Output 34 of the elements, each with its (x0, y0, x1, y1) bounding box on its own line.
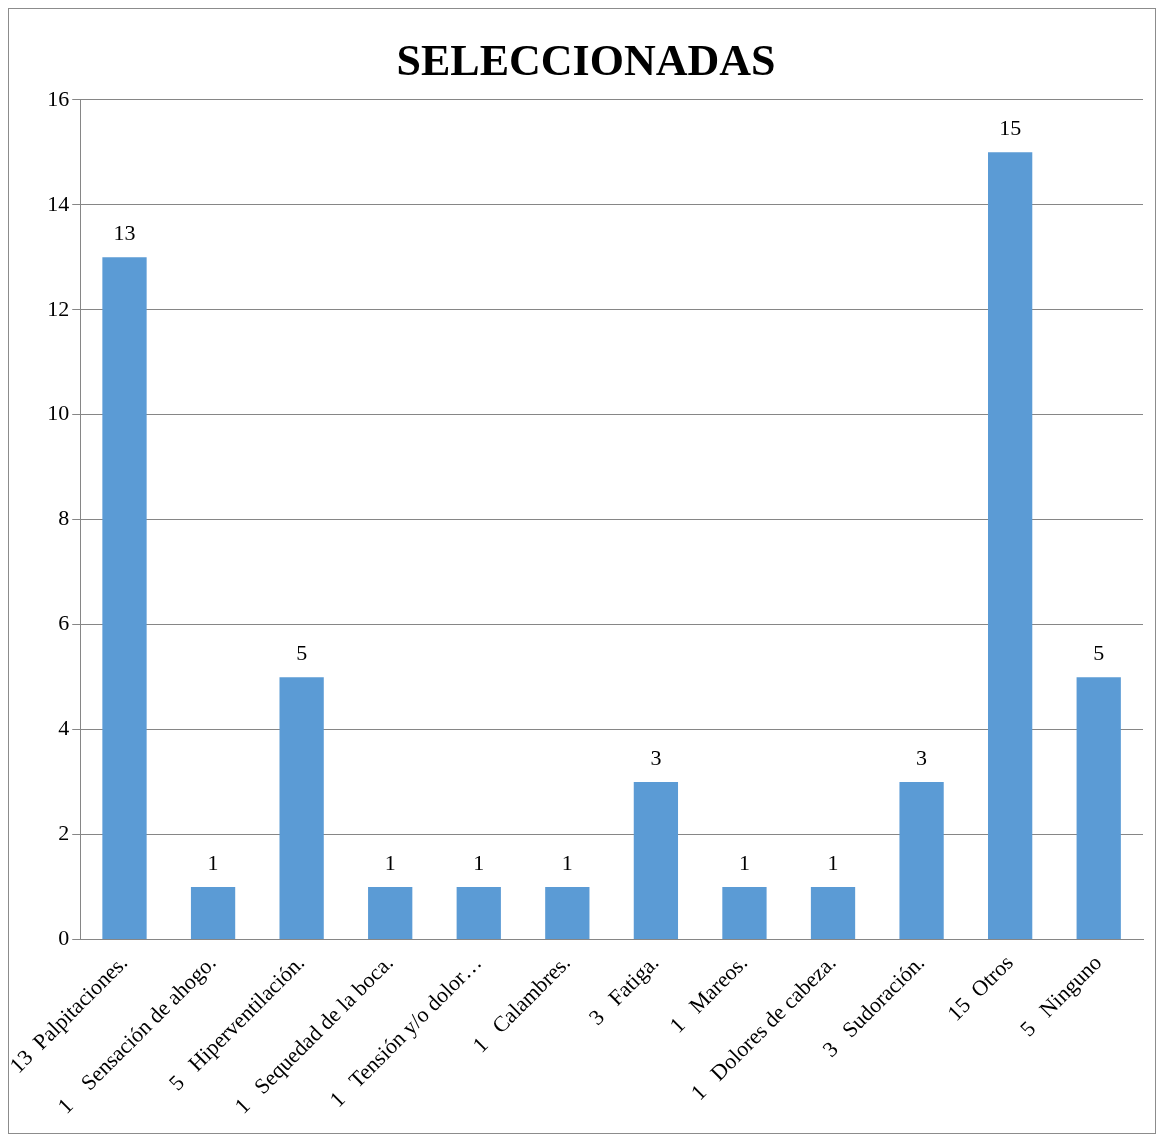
y-tick-label: 6 (58, 610, 70, 636)
bar (633, 782, 679, 940)
bar (722, 887, 767, 940)
y-tick-label: 8 (58, 505, 70, 531)
data-label: 1 (827, 849, 839, 875)
y-tick-label: 16 (47, 85, 70, 111)
data-label: 1 (473, 849, 485, 875)
y-tick-label: 12 (47, 295, 70, 321)
data-label: 1 (561, 849, 573, 875)
data-label: 1 (384, 849, 396, 875)
bar (190, 887, 236, 940)
bar (988, 152, 1033, 940)
bar (368, 887, 413, 940)
y-tick-label: 2 (58, 820, 70, 846)
data-label: 1 (207, 849, 219, 875)
y-tick-label: 0 (58, 925, 70, 951)
chart-title: SELECCIONADAS (396, 35, 776, 85)
y-tick-label: 14 (47, 190, 70, 216)
bar (456, 887, 501, 940)
data-label: 3 (650, 744, 662, 770)
bar (102, 257, 147, 940)
data-label: 5 (296, 639, 308, 665)
bar (545, 887, 590, 940)
data-label: 3 (916, 744, 928, 770)
data-label: 13 (113, 220, 136, 246)
bar (279, 677, 324, 940)
bar (810, 887, 856, 940)
data-label: 1 (738, 849, 750, 875)
bar (899, 782, 944, 940)
data-label: 5 (1093, 639, 1105, 665)
y-tick-label: 10 (47, 400, 70, 426)
y-tick-label: 4 (58, 715, 70, 741)
data-label: 15 (999, 115, 1022, 141)
bar (1076, 677, 1121, 940)
